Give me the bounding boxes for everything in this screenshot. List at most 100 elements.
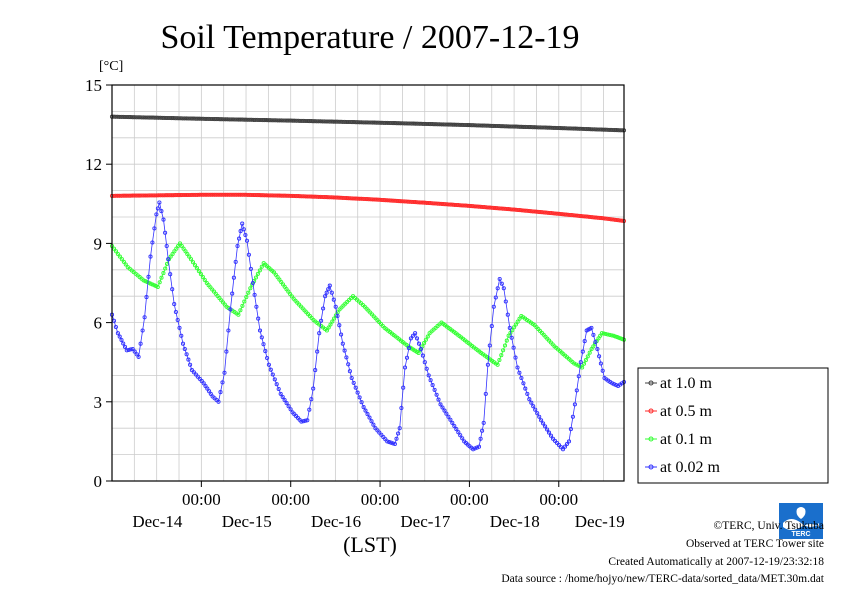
series-point	[282, 397, 287, 403]
legend-marker	[648, 380, 654, 386]
series-point	[392, 441, 397, 447]
series-point	[545, 427, 550, 432]
series-point	[258, 193, 263, 198]
series-point	[582, 339, 587, 344]
series-point	[517, 370, 522, 375]
series-point	[184, 116, 189, 121]
series-point	[584, 214, 589, 219]
series-point	[463, 122, 468, 128]
series-point	[172, 249, 177, 254]
series-point	[292, 118, 297, 123]
series-point	[363, 120, 368, 125]
series-point	[233, 259, 238, 264]
series-point	[385, 120, 390, 125]
series-point	[593, 339, 598, 345]
series-point	[534, 209, 539, 214]
series-point	[579, 126, 584, 131]
series-point	[500, 124, 505, 129]
series-point	[236, 312, 241, 317]
series-point	[471, 204, 476, 209]
series-point	[238, 229, 243, 234]
series-point	[497, 276, 502, 282]
series-point	[366, 197, 371, 202]
series-point	[450, 420, 455, 425]
series-point	[271, 118, 277, 123]
series-point	[134, 193, 139, 198]
series-point	[337, 323, 342, 328]
series-point	[203, 116, 208, 121]
series-point	[515, 365, 520, 370]
series-point	[404, 355, 410, 360]
series-point	[145, 193, 150, 198]
series-point	[324, 195, 329, 200]
series-point	[445, 202, 450, 207]
x-tick-date: Dec-19	[575, 512, 625, 531]
series-point	[567, 212, 572, 218]
series-point	[597, 354, 602, 359]
y-ticks: 0 3 6 9 12 15	[85, 76, 112, 491]
series-point	[372, 120, 377, 125]
series-point	[346, 196, 351, 201]
series-point	[119, 193, 124, 198]
series-point	[420, 200, 425, 205]
series-point	[217, 192, 223, 197]
series-point	[365, 412, 370, 417]
series-point	[509, 335, 514, 340]
series-point	[283, 193, 288, 198]
series-point	[399, 405, 404, 411]
legend-label: at 1.0 m	[660, 375, 713, 392]
series-point	[577, 126, 582, 131]
series-point	[176, 116, 182, 121]
y-tick-label: 0	[94, 472, 103, 491]
series-point	[415, 121, 420, 126]
series-point	[519, 124, 524, 129]
series-point	[189, 368, 194, 373]
legend-label: at 0.1 m	[660, 431, 713, 448]
series-point	[255, 117, 260, 122]
series-point	[136, 354, 141, 359]
series-point	[364, 197, 370, 202]
series-point	[326, 287, 331, 292]
series-point	[442, 408, 447, 413]
series-point	[474, 445, 480, 450]
series-point	[173, 309, 178, 315]
series-point	[228, 307, 233, 312]
series-point	[482, 123, 487, 128]
series-point	[219, 192, 224, 197]
series-point	[132, 193, 137, 198]
series-point	[150, 193, 156, 198]
series-point	[618, 128, 623, 133]
series-point	[452, 202, 457, 207]
series-point	[452, 423, 457, 429]
series-point	[424, 200, 429, 205]
series-point	[394, 121, 399, 126]
series-point	[491, 205, 496, 210]
series-point	[413, 121, 418, 126]
series-point	[202, 277, 207, 283]
series-point	[454, 427, 459, 432]
series-point	[329, 119, 334, 124]
series-point	[532, 125, 537, 130]
x-tick-date: Dec-15	[222, 512, 272, 531]
series-point	[589, 325, 594, 330]
series-point	[152, 226, 157, 231]
legend: at 1.0 m at 0.5 m at 0.1 m at 0.02 m	[637, 367, 829, 484]
series-point	[512, 124, 517, 129]
series-point	[197, 192, 202, 197]
series-point	[159, 275, 164, 280]
series-point	[148, 254, 153, 259]
x-tick-date: Dec-18	[490, 512, 540, 531]
series-point	[431, 122, 437, 127]
series-point	[595, 127, 600, 132]
series-point	[441, 202, 446, 207]
series-point	[405, 199, 411, 204]
series-point	[270, 193, 275, 198]
series-point	[312, 194, 317, 199]
series-point	[253, 275, 259, 280]
series-point	[149, 193, 154, 198]
series-point	[614, 383, 619, 388]
series-point	[450, 202, 455, 207]
legend-marker	[648, 464, 654, 470]
series-point	[469, 123, 474, 128]
series-point	[212, 117, 217, 122]
